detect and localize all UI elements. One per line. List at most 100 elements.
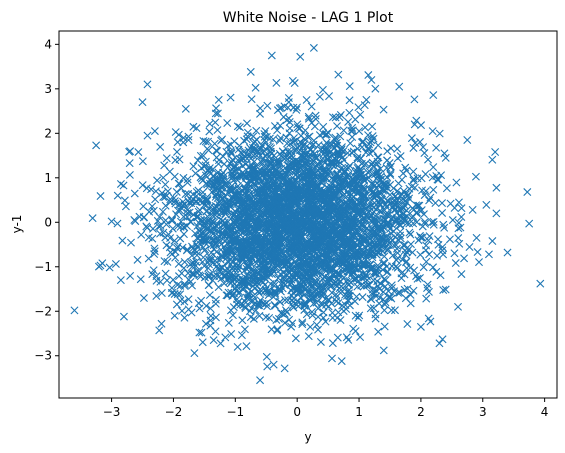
- data-point: [349, 232, 358, 241]
- data-point: [365, 167, 374, 176]
- data-point: [107, 217, 116, 226]
- data-point: [355, 199, 364, 208]
- data-point: [251, 83, 260, 92]
- data-point: [258, 171, 267, 180]
- data-point: [282, 116, 291, 125]
- data-point: [308, 281, 317, 290]
- data-point: [184, 132, 193, 141]
- data-point: [358, 198, 367, 207]
- data-point: [233, 295, 242, 304]
- data-point: [310, 280, 319, 289]
- data-point: [304, 332, 313, 341]
- data-point: [233, 122, 242, 131]
- data-point: [315, 165, 324, 174]
- data-point: [417, 121, 426, 130]
- y-tick-label: 1: [44, 171, 52, 185]
- data-point: [253, 221, 262, 230]
- data-point: [438, 335, 447, 344]
- data-point: [294, 243, 303, 252]
- data-point: [195, 328, 204, 337]
- data-point: [261, 313, 270, 322]
- data-point: [92, 141, 101, 150]
- data-point: [299, 277, 308, 286]
- data-point: [211, 313, 220, 322]
- data-point: [373, 153, 382, 162]
- data-point: [455, 239, 464, 248]
- data-point: [272, 157, 281, 166]
- data-point: [311, 153, 320, 162]
- data-point: [302, 259, 311, 268]
- data-point: [96, 192, 105, 201]
- data-point: [184, 305, 193, 314]
- data-point: [274, 216, 283, 225]
- data-point: [308, 252, 317, 261]
- data-point: [362, 270, 371, 279]
- data-point: [224, 141, 233, 150]
- data-point: [221, 333, 230, 342]
- data-point: [186, 277, 195, 286]
- data-point: [238, 276, 247, 285]
- data-point: [334, 308, 343, 317]
- data-point: [232, 222, 241, 231]
- data-point: [239, 221, 248, 230]
- data-point: [304, 114, 313, 123]
- data-point: [273, 126, 282, 135]
- data-point: [275, 136, 284, 145]
- data-point: [451, 259, 460, 268]
- y-tick-label: 4: [44, 37, 52, 51]
- data-point: [111, 259, 120, 268]
- data-point: [375, 199, 384, 208]
- data-point: [113, 219, 122, 228]
- data-point: [161, 201, 170, 210]
- data-point: [379, 105, 388, 114]
- data-point: [288, 263, 297, 272]
- data-point: [70, 306, 79, 315]
- data-point: [298, 318, 307, 327]
- data-point: [220, 279, 229, 288]
- data-point: [278, 193, 287, 202]
- data-point: [523, 188, 532, 197]
- data-point: [294, 285, 303, 294]
- data-point: [247, 304, 256, 313]
- data-point: [266, 173, 275, 182]
- data-point: [336, 207, 345, 216]
- data-point: [361, 215, 370, 224]
- data-point: [325, 167, 334, 176]
- data-point: [319, 129, 328, 138]
- data-point: [428, 127, 437, 136]
- data-point: [254, 179, 263, 188]
- data-point: [208, 165, 217, 174]
- data-point: [372, 266, 381, 275]
- data-point: [166, 198, 175, 207]
- data-point: [491, 148, 500, 156]
- data-point: [192, 251, 201, 260]
- data-point: [281, 253, 290, 262]
- data-point: [126, 147, 135, 156]
- x-tick-label: 3: [479, 405, 487, 419]
- data-point: [349, 192, 358, 201]
- data-point: [267, 325, 276, 334]
- data-point: [400, 215, 409, 224]
- data-point: [218, 229, 227, 238]
- data-point: [373, 166, 382, 175]
- data-point: [116, 179, 125, 188]
- data-point: [386, 163, 395, 172]
- data-point: [285, 149, 294, 158]
- data-point: [463, 135, 472, 144]
- y-axis-label: y-1: [10, 215, 24, 234]
- data-point: [401, 190, 410, 199]
- data-point: [260, 136, 269, 145]
- data-point: [228, 311, 237, 320]
- data-point: [303, 274, 312, 283]
- data-point: [220, 180, 229, 189]
- data-point: [371, 84, 380, 93]
- data-point: [454, 198, 463, 207]
- data-point: [412, 218, 421, 227]
- data-point: [170, 289, 179, 298]
- data-point: [440, 149, 449, 158]
- data-point: [254, 287, 263, 296]
- data-point: [263, 272, 272, 281]
- data-point: [373, 240, 382, 249]
- data-point: [433, 251, 442, 260]
- data-point: [173, 244, 182, 253]
